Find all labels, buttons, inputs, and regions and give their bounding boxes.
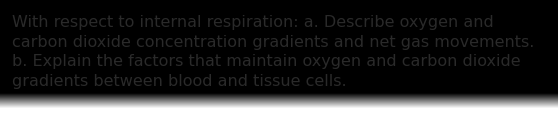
Text: With respect to internal respiration: a. Describe oxygen and
carbon dioxide conc: With respect to internal respiration: a.…	[12, 15, 535, 89]
